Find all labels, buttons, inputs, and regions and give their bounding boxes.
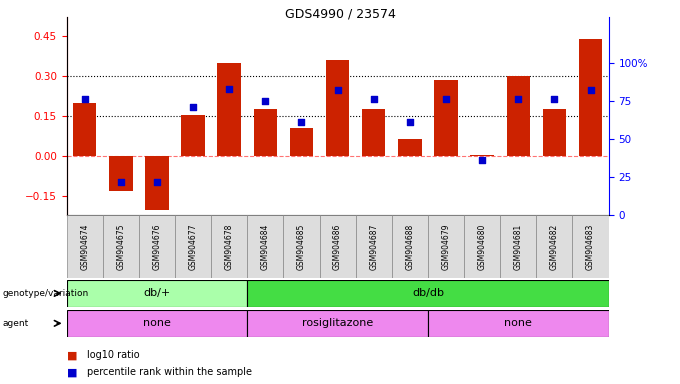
Bar [284,215,320,278]
Bar [182,115,205,156]
Text: log10 ratio: log10 ratio [87,350,139,360]
Bar [290,128,313,156]
Text: db/db: db/db [412,288,444,298]
Text: GSM904677: GSM904677 [188,223,198,270]
Point [332,87,343,93]
Text: GSM904681: GSM904681 [514,223,523,270]
Point [369,96,379,103]
Bar [392,215,428,278]
Text: GSM904675: GSM904675 [116,223,125,270]
Text: GSM904688: GSM904688 [405,223,414,270]
Bar [543,109,566,156]
Bar [320,215,356,278]
Bar [398,139,422,156]
Text: agent: agent [2,319,29,328]
Text: rosiglitazone: rosiglitazone [302,318,373,328]
Text: GSM904685: GSM904685 [297,223,306,270]
Point [477,157,488,163]
Bar [573,215,609,278]
Text: none: none [505,318,532,328]
Text: genotype/variation: genotype/variation [2,289,88,298]
Point [513,96,524,103]
Text: GSM904676: GSM904676 [152,223,161,270]
Bar [211,215,248,278]
Point [260,98,271,104]
Bar [218,63,241,156]
Point [549,96,560,103]
Text: GSM904686: GSM904686 [333,223,342,270]
Text: GSM904678: GSM904678 [224,223,234,270]
Text: ■: ■ [67,350,77,360]
Text: ■: ■ [67,367,77,377]
Text: GSM904683: GSM904683 [586,223,595,270]
Bar [67,280,248,307]
Point [441,96,452,103]
Bar [471,155,494,156]
Text: GSM904687: GSM904687 [369,223,378,270]
Text: GSM904680: GSM904680 [477,223,487,270]
Text: GDS4990 / 23574: GDS4990 / 23574 [284,8,396,21]
Bar [175,215,211,278]
Point [80,96,90,103]
Text: GSM904682: GSM904682 [550,223,559,270]
Bar [67,215,103,278]
Bar [500,215,537,278]
Bar [109,156,133,191]
Text: GSM904674: GSM904674 [80,223,89,270]
Bar [248,280,609,307]
Bar [146,156,169,210]
Bar [103,215,139,278]
Point [405,119,415,125]
Bar [326,60,350,156]
Text: db/+: db/+ [143,288,171,298]
Bar [248,310,428,337]
Point [296,119,307,125]
Point [152,179,163,185]
Bar [139,215,175,278]
Bar [67,310,248,337]
Text: GSM904679: GSM904679 [441,223,451,270]
Bar [362,109,386,156]
Bar [73,103,97,156]
Bar [356,215,392,278]
Point [224,86,235,92]
Text: GSM904684: GSM904684 [261,223,270,270]
Bar [428,215,464,278]
Point [188,104,199,110]
Point [585,87,596,93]
Point [116,179,126,185]
Bar [254,109,277,156]
Bar [579,39,602,156]
Bar [464,215,500,278]
Text: none: none [143,318,171,328]
Bar [537,215,573,278]
Bar [248,215,284,278]
Text: percentile rank within the sample: percentile rank within the sample [87,367,252,377]
Bar [435,80,458,156]
Bar [507,76,530,156]
Bar [428,310,609,337]
